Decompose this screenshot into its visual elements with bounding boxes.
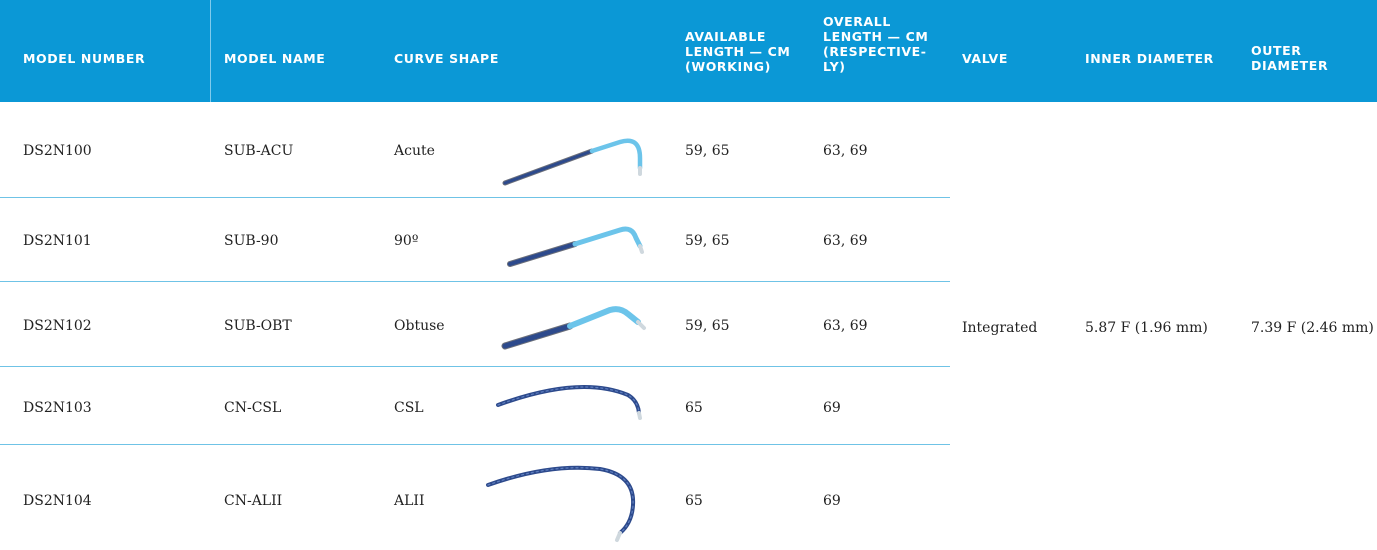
curve-shape-cell: 90º [394, 233, 419, 249]
header-valve: VALVE [962, 51, 1008, 66]
table-row: DS2N102 SUB-OBT Obtuse 59, 65 63, 69 [0, 282, 1377, 366]
overall-length-cell: 69 [823, 493, 841, 509]
inner-diameter-cell: 5.87 F (1.96 mm) [1085, 320, 1208, 336]
curve-shape-cell: ALII [394, 493, 425, 509]
table-row: DS2N104 CN-ALII ALII 65 69 [0, 445, 1377, 550]
available-length-cell: 65 [685, 400, 703, 416]
table-row: DS2N103 CN-CSL CSL 65 69 [0, 367, 1377, 444]
overall-length-cell: 63, 69 [823, 318, 868, 334]
header-available-length-line: LENGTH — CM [685, 44, 791, 59]
header-model-name: MODEL NAME [224, 51, 326, 66]
model-number-cell: DS2N101 [23, 233, 92, 249]
header-overall-length: OVERALL LENGTH — CM (RESPECTIVE- LY) [823, 14, 928, 74]
model-number-cell: DS2N102 [23, 318, 92, 334]
table-header: MODEL NUMBER MODEL NAME CURVE SHAPE AVAI… [0, 0, 1377, 102]
overall-length-cell: 63, 69 [823, 143, 868, 159]
curve-shape-cell: CSL [394, 400, 424, 416]
csl-curve-catheter-image [496, 385, 642, 420]
obtuse-curve-catheter-image [501, 306, 646, 350]
available-length-cell: 65 [685, 493, 703, 509]
alii-curve-catheter-image [486, 465, 636, 542]
row-divider [0, 366, 950, 367]
header-outer-diameter: OUTER DIAMETER [1251, 43, 1328, 73]
overall-length-cell: 63, 69 [823, 233, 868, 249]
header-model-number: MODEL NUMBER [23, 51, 146, 66]
header-divider [210, 0, 211, 102]
header-overall-length-line: LY) [823, 59, 846, 74]
row-divider [0, 444, 950, 445]
model-name-cell: SUB-OBT [224, 318, 292, 334]
header-inner-diameter: INNER DIAMETER [1085, 51, 1214, 66]
header-available-length-line: AVAILABLE [685, 29, 767, 44]
available-length-cell: 59, 65 [685, 143, 730, 159]
90-degree-curve-catheter-image [507, 226, 644, 267]
model-name-cell: CN-ALII [224, 493, 283, 509]
available-length-cell: 59, 65 [685, 233, 730, 249]
acute-curve-catheter-image [502, 138, 643, 186]
curve-shape-cell: Obtuse [394, 318, 445, 334]
table-row: DS2N100 SUB-ACU Acute 59, 65 63, 69 [0, 102, 1377, 197]
header-available-length-line: (WORKING) [685, 59, 771, 74]
outer-diameter-cell: 7.39 F (2.46 mm) [1251, 320, 1374, 336]
table-row: DS2N101 SUB-90 90º 59, 65 63, 69 [0, 198, 1377, 281]
row-divider [0, 281, 950, 282]
header-outer-diameter-line: OUTER [1251, 43, 1302, 58]
model-number-cell: DS2N103 [23, 400, 92, 416]
available-length-cell: 59, 65 [685, 318, 730, 334]
model-name-cell: SUB-90 [224, 233, 279, 249]
overall-length-cell: 69 [823, 400, 841, 416]
header-outer-diameter-line: DIAMETER [1251, 58, 1329, 73]
header-overall-length-line: LENGTH — CM [823, 29, 929, 44]
model-number-cell: DS2N104 [23, 493, 92, 509]
model-number-cell: DS2N100 [23, 143, 92, 159]
model-name-cell: CN-CSL [224, 400, 282, 416]
header-available-length: AVAILABLE LENGTH — CM (WORKING) [685, 29, 790, 74]
model-name-cell: SUB-ACU [224, 143, 294, 159]
valve-cell: Integrated [962, 320, 1038, 336]
curve-shape-cell: Acute [394, 143, 435, 159]
row-divider [0, 197, 950, 198]
header-curve-shape: CURVE SHAPE [394, 51, 499, 66]
header-overall-length-line: OVERALL [823, 14, 891, 29]
header-overall-length-line: (RESPECTIVE- [823, 44, 927, 59]
